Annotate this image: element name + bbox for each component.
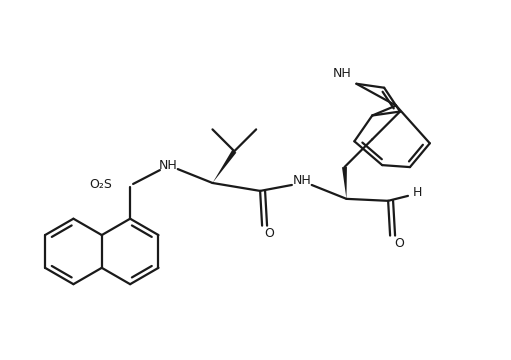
Text: O₂S: O₂S xyxy=(89,179,112,192)
Text: O: O xyxy=(394,237,404,250)
Text: NH: NH xyxy=(292,175,311,188)
Text: O: O xyxy=(264,227,274,240)
Text: H: H xyxy=(413,186,423,199)
Polygon shape xyxy=(342,167,347,199)
Text: NH: NH xyxy=(158,159,177,172)
Text: NH: NH xyxy=(333,67,352,80)
Polygon shape xyxy=(213,150,237,183)
